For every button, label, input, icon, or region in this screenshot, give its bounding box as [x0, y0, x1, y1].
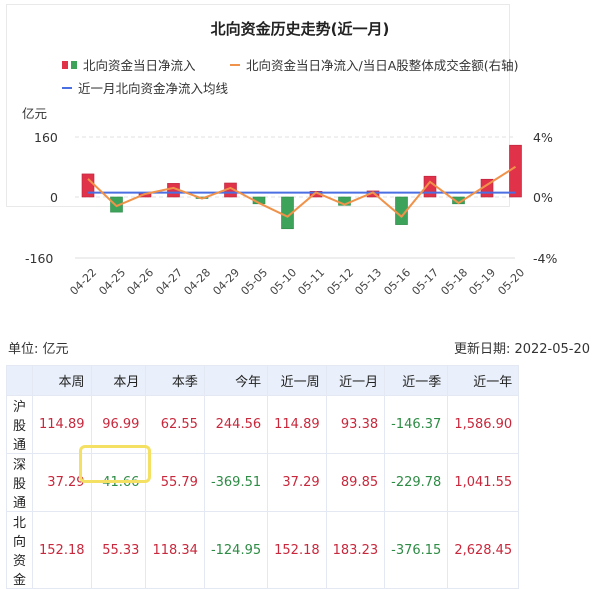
left-axis-unit: 亿元 [22, 106, 48, 121]
column-header [5, 365, 34, 396]
column-header: 本月 [90, 365, 147, 396]
right-tick-neg4pct: -4% [533, 251, 558, 266]
table-cell: 37.29 [267, 453, 327, 512]
update-date: 更新日期: 2022-05-20 [453, 342, 590, 357]
table-cell: -376.15 [384, 511, 449, 589]
column-header: 近一年 [447, 365, 520, 396]
legend-green-square-icon [71, 60, 77, 69]
table-cell: 89.85 [325, 453, 386, 512]
row-header: 深股通 [5, 453, 34, 512]
bar-series [81, 144, 522, 230]
legend-item-ratio[interactable]: 北向资金当日净流入/当日A股整体成交金额(右轴) [230, 55, 519, 74]
left-tick-0: 0 [50, 190, 58, 205]
table-cell: -229.78 [384, 453, 449, 512]
table-row: 北向资金 152.18 55.33 118.34 -124.95 152.18 183.23… [5, 511, 520, 589]
unit-label: 单位: 亿元 [8, 342, 69, 357]
legend-item-net-inflow[interactable]: 北向资金当日净流入 [62, 55, 196, 74]
table-cell: 55.33 [90, 511, 147, 589]
table-cell: 244.56 [203, 395, 269, 454]
legend-blue-line-icon [62, 86, 72, 89]
table-cell: 1,586.90 [447, 395, 520, 454]
table-cell: 1,041.55 [447, 453, 520, 512]
chart-title: 北向资金历史走势(近一月) [210, 20, 390, 38]
table-header-row: 本周 本月 本季 今年 近一周 近一月 近一季 近一年 [5, 365, 520, 396]
right-tick-0pct: 0% [533, 190, 553, 205]
bar-05-20[interactable] [509, 144, 522, 198]
column-header: 近一月 [325, 365, 386, 396]
table-cell: -369.51 [203, 453, 269, 512]
column-header: 本周 [32, 365, 92, 396]
table-cell: 62.55 [145, 395, 205, 454]
table-cell: 114.89 [32, 395, 92, 454]
ratio-line [87, 165, 517, 219]
table-row: 沪股通 114.89 96.99 62.55 244.56 114.89 93.38 -146… [5, 395, 520, 454]
legend-label: 北向资金当日净流入 [83, 58, 196, 73]
table-cell: 118.34 [145, 511, 205, 589]
chart-plot-area [75, 136, 522, 259]
table-cell: 96.99 [90, 395, 147, 454]
table-cell: -124.95 [203, 511, 269, 589]
row-header: 北向资金 [5, 511, 34, 589]
chart-panel [6, 4, 510, 207]
legend-item-avg[interactable]: 近一月北向资金净流入均线 [62, 78, 228, 97]
left-tick-160: 160 [34, 130, 58, 145]
legend-label: 近一月北向资金净流入均线 [78, 81, 229, 96]
left-tick-neg160: -160 [25, 251, 54, 266]
table-cell: 93.38 [325, 395, 386, 454]
row-header: 沪股通 [5, 395, 34, 454]
legend-orange-line-icon [230, 63, 240, 66]
column-header: 近一季 [384, 365, 449, 396]
table-cell: 152.18 [32, 511, 92, 589]
table-cell: 55.79 [145, 453, 205, 512]
column-header: 近一周 [267, 365, 327, 396]
table-cell: 152.18 [267, 511, 327, 589]
table-cell: 183.23 [325, 511, 386, 589]
table-cell: -146.37 [384, 395, 449, 454]
column-header: 本季 [145, 365, 205, 396]
table-cell: 114.89 [267, 395, 327, 454]
legend-label: 北向资金当日净流入/当日A股整体成交金额(右轴) [246, 58, 519, 73]
right-tick-4pct: 4% [533, 130, 553, 145]
table-cell: 2,628.45 [447, 511, 520, 589]
highlight-box [79, 445, 151, 483]
legend-red-square-icon [62, 60, 68, 69]
column-header: 今年 [203, 365, 269, 396]
